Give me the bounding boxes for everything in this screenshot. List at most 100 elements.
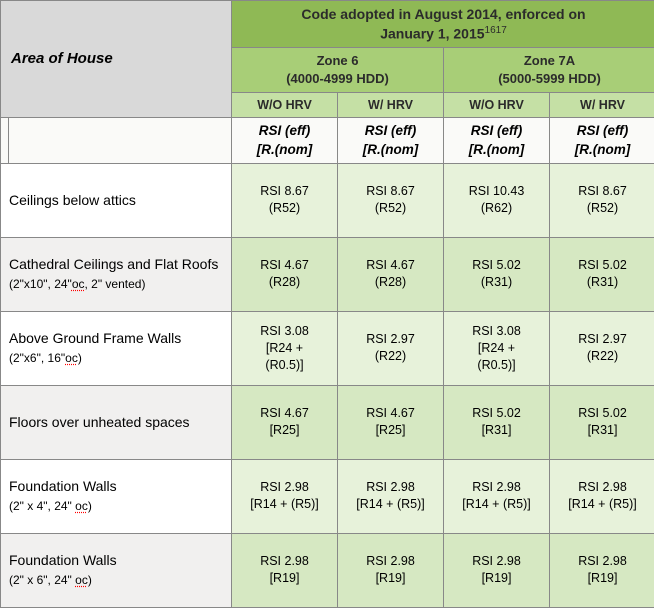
- cell-l1: RSI 2.97: [366, 332, 415, 346]
- value-cell: RSI 2.98 [R14 + (R5)]: [232, 459, 338, 533]
- rsi-h-l2: [R.(nom]: [257, 142, 312, 157]
- row-label: Floors over unheated spaces: [1, 385, 232, 459]
- value-cell: RSI 2.97 (R22): [338, 311, 444, 385]
- value-cell: RSI 2.98[R19]: [338, 533, 444, 607]
- row-label-main: Floors over unheated spaces: [9, 414, 190, 430]
- cell-l2: [R25]: [270, 423, 300, 437]
- row-label-main: Cathedral Ceilings and Flat Roofs: [9, 256, 218, 272]
- cell-l2: (R28): [375, 275, 406, 289]
- header-row-rsi: RSI (eff) [R.(nom] RSI (eff) [R.(nom] RS…: [1, 118, 654, 163]
- cell-l3: (R0.5)]: [265, 358, 303, 372]
- zone6-name: Zone 6: [317, 53, 359, 68]
- value-cell: RSI 2.97 (R22): [550, 311, 654, 385]
- row-label: Cathedral Ceilings and Flat Roofs (2"x10…: [1, 237, 232, 311]
- table-row: Cathedral Ceilings and Flat Roofs (2"x10…: [1, 237, 654, 311]
- cell-l3: (R0.5)]: [477, 358, 515, 372]
- cell-l2: [R19]: [482, 571, 512, 585]
- cell-l2: (R31): [481, 275, 512, 289]
- cell-l1: RSI 2.98: [578, 554, 627, 568]
- cell-l1: RSI 5.02: [472, 258, 521, 272]
- cell-l2: [R14 + (R5)]: [356, 497, 424, 511]
- header-row-code: Area of House Code adopted in August 201…: [1, 1, 654, 48]
- cell-l1: RSI 4.67: [260, 406, 309, 420]
- rsi-h-l2: [R.(nom]: [575, 142, 630, 157]
- rsi-h-l1: RSI (eff): [577, 123, 629, 138]
- value-cell: RSI 2.98 [R19]: [550, 533, 654, 607]
- cell-l2: [R19]: [270, 571, 300, 585]
- row-label-sub: (2" x 6", 24" oc): [9, 573, 92, 587]
- cell-l2: (R28): [269, 275, 300, 289]
- value-cell: RSI 2.98 [R19]: [232, 533, 338, 607]
- rsi-h-l1: RSI (eff): [471, 123, 523, 138]
- cell-l1: RSI 2.98: [260, 480, 309, 494]
- area-of-house-header: Area of House: [1, 1, 232, 118]
- row-label-sub: (2"x6", 16"oc): [9, 351, 82, 365]
- cell-l2: [R31]: [482, 423, 512, 437]
- row-label-main: Above Ground Frame Walls: [9, 330, 181, 346]
- code-adopted-header: Code adopted in August 2014, enforced on…: [232, 1, 654, 48]
- rsi-h-l2: [R.(nom]: [469, 142, 524, 157]
- value-cell: RSI 2.98 [R14 + (R5)]: [444, 459, 550, 533]
- row-label-main: Foundation Walls: [9, 552, 117, 568]
- value-cell: RSI 4.67 (R28): [232, 237, 338, 311]
- rsi-header-blank: [9, 118, 232, 163]
- cell-l1: RSI 5.02: [578, 258, 627, 272]
- code-title-l1: Code adopted in August 2014, enforced on: [301, 6, 585, 22]
- cell-l1: RSI 8.67: [366, 184, 415, 198]
- cell-l2: (R52): [587, 201, 618, 215]
- value-cell: RSI 5.02[R31]: [444, 385, 550, 459]
- cell-l1: RSI 4.67: [366, 406, 415, 420]
- zone7a-name: Zone 7A: [524, 53, 575, 68]
- cell-l1: RSI 2.98: [366, 554, 415, 568]
- value-cell: RSI 5.02 (R31): [550, 237, 654, 311]
- cell-l1: RSI 2.98: [260, 554, 309, 568]
- rsi-h-l1: RSI (eff): [365, 123, 417, 138]
- cell-l2: [R19]: [588, 571, 618, 585]
- table-row: Foundation Walls (2" x 4", 24" oc) RSI 2.9…: [1, 459, 654, 533]
- hrv-col-1: W/ HRV: [338, 92, 444, 118]
- rsi-h-l1: RSI (eff): [259, 123, 311, 138]
- cell-l1: RSI 2.98: [472, 480, 521, 494]
- value-cell: RSI 2.98 [R14 + (R5)]: [338, 459, 444, 533]
- insulation-requirements-table: Area of House Code adopted in August 201…: [0, 0, 654, 590]
- row-label-main: Ceilings below attics: [9, 192, 136, 208]
- narrow-spacer: [1, 118, 9, 163]
- row-label: Foundation Walls (2" x 4", 24" oc): [1, 459, 232, 533]
- cell-l2: [R14 + (R5)]: [568, 497, 636, 511]
- cell-l2: (R22): [587, 349, 618, 363]
- row-label-main: Foundation Walls: [9, 478, 117, 494]
- cell-l1: RSI 4.67: [260, 258, 309, 272]
- table-row: Ceilings below atticsRSI 8.67(R52)RSI 8.…: [1, 163, 654, 237]
- cell-l1: RSI 4.67: [366, 258, 415, 272]
- cell-l2: (R22): [375, 349, 406, 363]
- table-row: Floors over unheated spaces RSI 4.67 [R25]…: [1, 385, 654, 459]
- cell-l1: RSI 3.08: [472, 324, 521, 338]
- hrv-col-0: W/O HRV: [232, 92, 338, 118]
- cell-l2: [R14 + (R5)]: [250, 497, 318, 511]
- table-row: Foundation Walls (2" x 6", 24" oc) RSI 2.9…: [1, 533, 654, 607]
- value-cell: RSI 10.43(R62): [444, 163, 550, 237]
- code-title-sup: 1617: [485, 25, 507, 36]
- rsi-h-l2: [R.(nom]: [363, 142, 418, 157]
- cell-l2: [R14 + (R5)]: [462, 497, 530, 511]
- value-cell: RSI 4.67 [R25]: [232, 385, 338, 459]
- rsi-header-0: RSI (eff) [R.(nom]: [232, 118, 338, 163]
- value-cell: RSI 4.67 (R28): [338, 237, 444, 311]
- table-row: Above Ground Frame Walls (2"x6", 16"oc) RS…: [1, 311, 654, 385]
- cell-l1: RSI 2.97: [578, 332, 627, 346]
- zone6-header: Zone 6 (4000-4999 HDD): [232, 48, 444, 92]
- value-cell: RSI 8.67(R52): [232, 163, 338, 237]
- row-label: Above Ground Frame Walls (2"x6", 16"oc): [1, 311, 232, 385]
- table-root: Area of House Code adopted in August 201…: [0, 0, 654, 608]
- cell-l1: RSI 2.98: [366, 480, 415, 494]
- value-cell: RSI 8.67(R52): [550, 163, 654, 237]
- value-cell: RSI 5.02 [R31]: [550, 385, 654, 459]
- cell-l2: [R31]: [588, 423, 618, 437]
- cell-l2: (R31): [587, 275, 618, 289]
- zone6-hdd: (4000-4999 HDD): [286, 71, 389, 86]
- value-cell: RSI 5.02 (R31): [444, 237, 550, 311]
- row-label-sub: (2" x 4", 24" oc): [9, 499, 92, 513]
- cell-l2: (R52): [269, 201, 300, 215]
- row-label: Foundation Walls (2" x 6", 24" oc): [1, 533, 232, 607]
- cell-l1: RSI 5.02: [578, 406, 627, 420]
